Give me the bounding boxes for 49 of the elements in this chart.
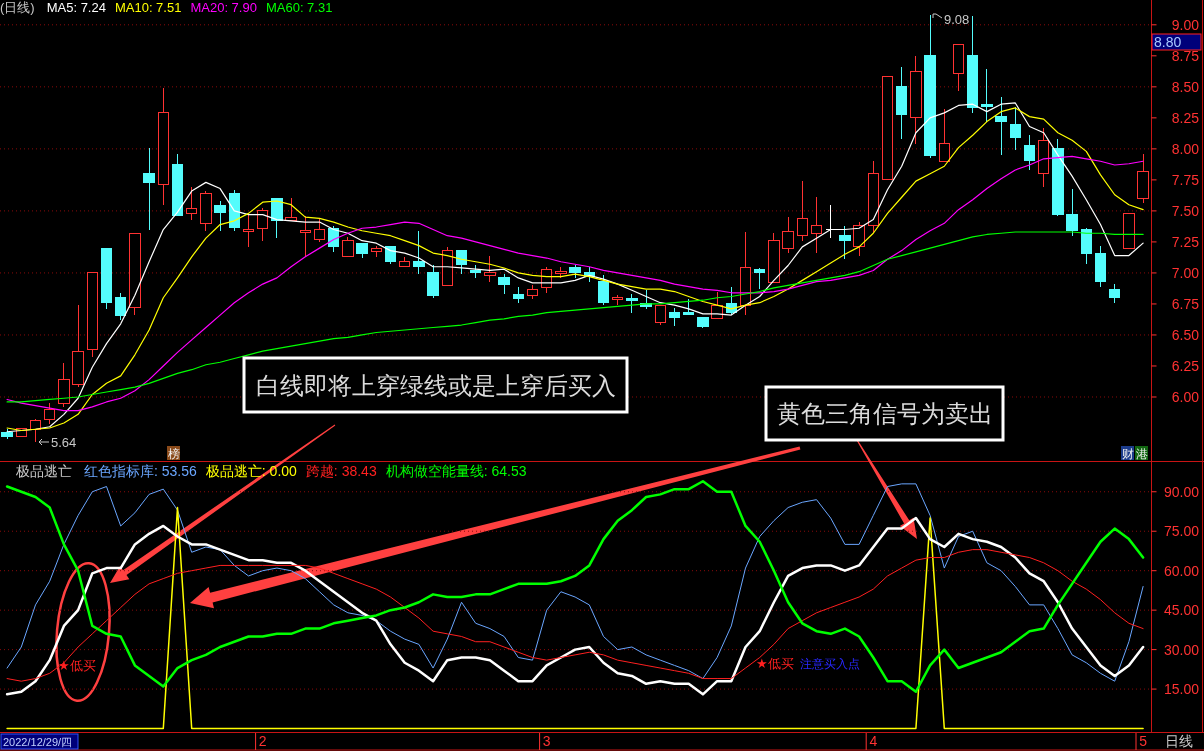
y-tick-label: 9.00: [1171, 16, 1200, 33]
annotation: ★低买: [756, 656, 794, 671]
annotation: 5.64: [51, 435, 77, 450]
y-tick-label: 30.00: [1163, 641, 1200, 658]
x-tick-label: 5: [1139, 733, 1148, 749]
annotation: 8.80: [1151, 33, 1202, 51]
annotation: 9.08: [932, 12, 970, 27]
y-tick-label: 90.00: [1163, 483, 1200, 500]
y-tick-label: 45.00: [1163, 602, 1200, 619]
x-tick-label: 3: [542, 733, 551, 749]
y-tick-label: 7.00: [1171, 264, 1200, 281]
series-label: 红色指标库: 53.56: [84, 463, 198, 479]
chart-title: (日线): [0, 0, 35, 15]
annotation: 2022/12/29/四: [0, 733, 79, 750]
annotation: 白线即将上穿绿线或是上穿后买入: [242, 356, 629, 414]
text: 跨越: 38.43: [305, 463, 377, 479]
text: MA60: 7.31: [265, 0, 333, 15]
y-tick-label: 7.75: [1171, 171, 1200, 188]
text: MA5: 7.24: [46, 0, 106, 15]
y-tick-label: 6.75: [1171, 295, 1200, 312]
annotation: 黄色三角信号为卖出: [764, 385, 1005, 442]
annotation: 白线即将上穿绿线或是上穿后买入: [255, 371, 616, 399]
annotation: 榜: [167, 446, 180, 461]
y-tick-label: 6.25: [1171, 357, 1200, 374]
text: 极品逃亡: 0.00: [204, 463, 298, 479]
y-tick-label: 7.50: [1171, 202, 1200, 219]
annotation: 9.08: [944, 12, 970, 27]
y-tick-label: 6.50: [1171, 326, 1200, 343]
annotation: 日线: [1165, 733, 1193, 749]
y-tick-label: 75.00: [1163, 523, 1200, 540]
y-tick-label: 7.25: [1171, 233, 1200, 250]
y-tick-label: 8.00: [1171, 140, 1200, 157]
y-tick-label: 15.00: [1163, 681, 1200, 698]
text: MA10: 7.51: [114, 0, 182, 15]
text: MA20: 7.90: [190, 0, 257, 15]
annotation: 财: [1121, 446, 1134, 461]
annotation: ★低买: [58, 658, 96, 673]
annotation: 港: [1135, 446, 1148, 461]
x-tick-label: 2: [258, 733, 267, 749]
x-tick-label: 4: [869, 733, 878, 749]
y-tick-label: 8.25: [1171, 109, 1200, 126]
annotation: 黄色三角信号为卖出: [776, 400, 993, 428]
text: 机构做空能量线: 64.53: [385, 463, 527, 479]
chart-title: 极品逃亡: [15, 463, 72, 479]
annotation: 5.64: [38, 435, 77, 450]
y-tick-label: 8.50: [1171, 78, 1200, 95]
y-tick-label: 6.00: [1171, 388, 1200, 405]
annotation: 注意买入点: [800, 657, 860, 671]
y-tick-label: 60.00: [1163, 562, 1200, 579]
